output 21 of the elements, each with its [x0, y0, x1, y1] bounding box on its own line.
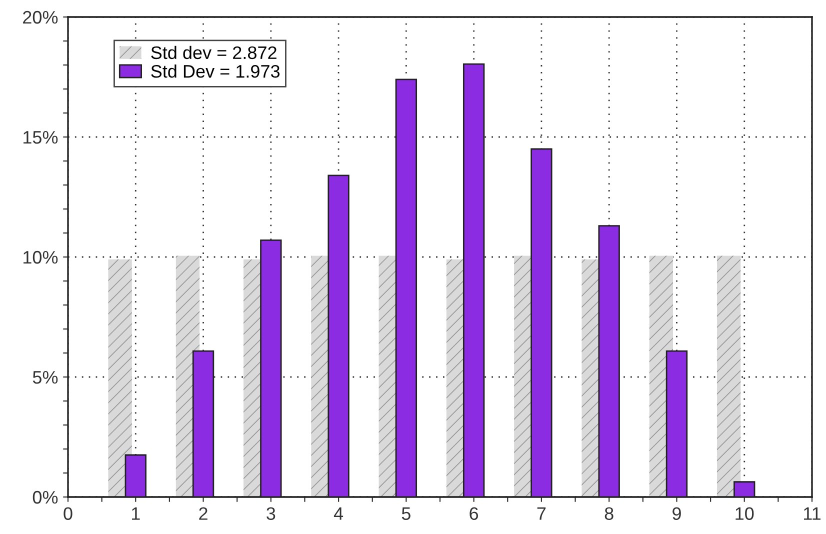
x-tick-label: 11	[804, 507, 820, 520]
x-tick-label: 0	[64, 507, 72, 520]
x-tick-label: 6	[470, 507, 478, 520]
x-tick-label: 10	[736, 507, 754, 520]
x-tick-label: 4	[334, 507, 344, 520]
x-tick-label: 5	[402, 507, 410, 520]
legend-label: Std dev = 2.872	[151, 46, 276, 60]
x-tick-label: 8	[604, 507, 614, 520]
bar	[108, 259, 132, 497]
x-tick-label: 3	[266, 507, 276, 520]
bar	[716, 256, 741, 497]
x-tick-label: 1	[132, 507, 140, 520]
y-tick-label: 10%	[24, 250, 58, 264]
x-tick-label: 7	[537, 507, 546, 520]
x-tick-label: 2	[199, 507, 208, 520]
y-tick-label: 5%	[32, 371, 58, 384]
y-tick-label: 0%	[32, 490, 58, 504]
x-tick-label: 9	[672, 507, 681, 520]
y-tick-label: 15%	[24, 131, 58, 144]
legend-label: Std Dev = 1.973	[151, 64, 280, 78]
y-tick-label: 20%	[23, 10, 58, 24]
